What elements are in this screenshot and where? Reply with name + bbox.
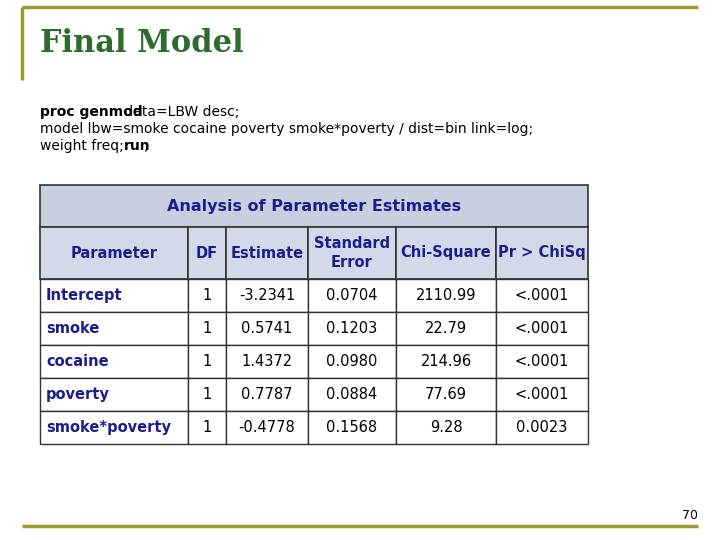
- Text: Parameter: Parameter: [71, 246, 158, 260]
- Text: 1: 1: [202, 420, 212, 435]
- Bar: [308, 227, 396, 279]
- Bar: [226, 345, 308, 378]
- Bar: [308, 345, 396, 378]
- Bar: [226, 378, 308, 411]
- Text: 70: 70: [682, 509, 698, 522]
- Bar: [188, 279, 226, 312]
- Bar: [40, 279, 188, 312]
- Bar: [496, 345, 588, 378]
- Text: 0.1203: 0.1203: [326, 321, 377, 336]
- Text: poverty: poverty: [46, 387, 110, 402]
- Bar: [40, 345, 188, 378]
- Bar: [308, 279, 396, 312]
- Text: 0.0023: 0.0023: [516, 420, 567, 435]
- Text: 1.4372: 1.4372: [241, 354, 292, 369]
- Text: data=LBW desc;: data=LBW desc;: [120, 105, 239, 119]
- Text: Chi-Square: Chi-Square: [400, 246, 491, 260]
- Text: Pr > ChiSq: Pr > ChiSq: [498, 246, 586, 260]
- Text: <.0001: <.0001: [515, 288, 570, 303]
- Bar: [226, 411, 308, 444]
- Text: 0.1568: 0.1568: [326, 420, 377, 435]
- Bar: [188, 345, 226, 378]
- Bar: [40, 411, 188, 444]
- Bar: [226, 312, 308, 345]
- Bar: [496, 378, 588, 411]
- Text: ;: ;: [144, 139, 148, 153]
- Bar: [40, 227, 188, 279]
- Text: Standard
Error: Standard Error: [314, 236, 390, 270]
- Bar: [396, 227, 496, 279]
- Text: 1: 1: [202, 354, 212, 369]
- Text: 0.7787: 0.7787: [241, 387, 293, 402]
- Bar: [40, 185, 588, 227]
- Text: <.0001: <.0001: [515, 354, 570, 369]
- Bar: [188, 378, 226, 411]
- Bar: [496, 227, 588, 279]
- Bar: [40, 312, 188, 345]
- Text: -3.2341: -3.2341: [239, 288, 295, 303]
- Bar: [496, 411, 588, 444]
- Text: 1: 1: [202, 387, 212, 402]
- Text: weight freq;: weight freq;: [40, 139, 132, 153]
- Text: 0.5741: 0.5741: [241, 321, 292, 336]
- Text: proc genmod: proc genmod: [40, 105, 143, 119]
- Text: Intercept: Intercept: [46, 288, 122, 303]
- Text: 1: 1: [202, 321, 212, 336]
- Bar: [40, 378, 188, 411]
- Bar: [226, 227, 308, 279]
- Text: model lbw=smoke cocaine poverty smoke*poverty / dist=bin link=log;: model lbw=smoke cocaine poverty smoke*po…: [40, 122, 533, 136]
- Bar: [396, 345, 496, 378]
- Bar: [396, 312, 496, 345]
- Bar: [188, 312, 226, 345]
- Bar: [496, 279, 588, 312]
- Text: Estimate: Estimate: [230, 246, 304, 260]
- Text: 0.0884: 0.0884: [326, 387, 377, 402]
- Bar: [308, 411, 396, 444]
- Bar: [396, 411, 496, 444]
- Text: smoke: smoke: [46, 321, 99, 336]
- Bar: [396, 378, 496, 411]
- Text: 0.0704: 0.0704: [326, 288, 378, 303]
- Bar: [188, 227, 226, 279]
- Text: Final Model: Final Model: [40, 28, 243, 58]
- Text: 0.0980: 0.0980: [326, 354, 378, 369]
- Text: <.0001: <.0001: [515, 321, 570, 336]
- Bar: [308, 312, 396, 345]
- Text: 1: 1: [202, 288, 212, 303]
- Text: -0.4778: -0.4778: [238, 420, 295, 435]
- Bar: [226, 279, 308, 312]
- Bar: [188, 411, 226, 444]
- Text: <.0001: <.0001: [515, 387, 570, 402]
- Text: cocaine: cocaine: [46, 354, 109, 369]
- Text: 77.69: 77.69: [425, 387, 467, 402]
- Bar: [308, 378, 396, 411]
- Text: 2110.99: 2110.99: [415, 288, 476, 303]
- Bar: [496, 312, 588, 345]
- Text: 214.96: 214.96: [420, 354, 472, 369]
- Text: DF: DF: [196, 246, 218, 260]
- Text: run: run: [124, 139, 150, 153]
- Text: Analysis of Parameter Estimates: Analysis of Parameter Estimates: [167, 199, 461, 213]
- Text: 22.79: 22.79: [425, 321, 467, 336]
- Bar: [396, 279, 496, 312]
- Text: 9.28: 9.28: [430, 420, 462, 435]
- Text: smoke*poverty: smoke*poverty: [46, 420, 171, 435]
